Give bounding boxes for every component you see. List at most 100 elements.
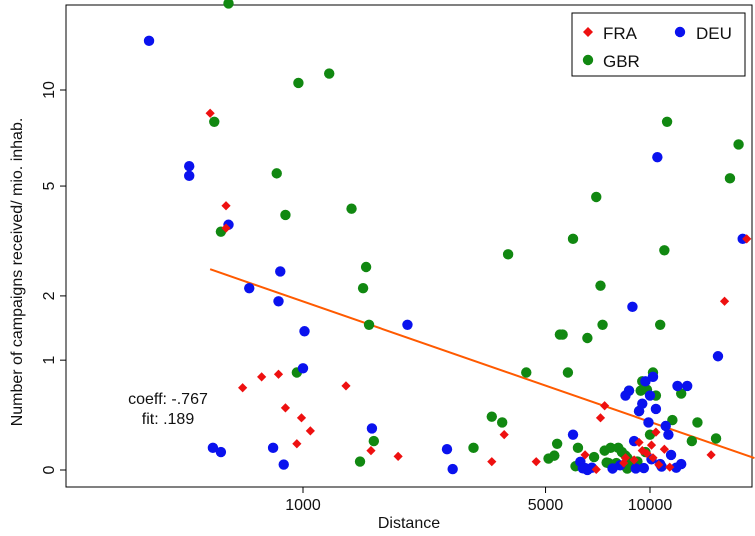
point-deu <box>623 385 635 396</box>
legend-label-fra: FRA <box>603 24 638 43</box>
point-deu <box>273 296 284 307</box>
legend-marker-gbr <box>582 54 594 66</box>
point-gbr <box>280 209 291 221</box>
plot-frame <box>65 4 753 488</box>
point-fra <box>659 444 669 454</box>
point-deu <box>275 266 286 277</box>
point-gbr <box>591 191 602 203</box>
point-deu <box>637 398 648 409</box>
legend-box <box>571 12 746 77</box>
point-gbr <box>661 116 673 128</box>
point-gbr <box>521 367 532 378</box>
point-fra <box>646 440 657 450</box>
legend: FRA DEU GBR <box>571 12 746 77</box>
point-fra <box>292 439 302 449</box>
point-gbr <box>223 0 234 9</box>
point-deu <box>652 151 663 163</box>
fit-line <box>209 268 755 460</box>
point-fra <box>629 455 639 465</box>
coeff-annotation: coeff: -.767 <box>128 391 208 408</box>
point-gbr <box>724 173 736 184</box>
point-deu <box>650 403 662 415</box>
x-tick-label: 5000 <box>528 497 564 514</box>
point-gbr <box>733 139 744 150</box>
point-fra <box>273 369 284 379</box>
point-deu <box>663 429 674 440</box>
point-gbr <box>293 77 304 89</box>
point-gbr <box>582 332 593 344</box>
point-deu <box>143 35 155 47</box>
y-tick-label: 1 <box>41 356 58 365</box>
point-deu <box>366 423 378 434</box>
point-deu <box>675 458 687 470</box>
point-fra <box>280 403 291 413</box>
point-gbr <box>368 435 380 447</box>
point-deu <box>672 380 683 392</box>
point-gbr <box>692 417 703 428</box>
point-gbr <box>271 168 282 179</box>
point-fra <box>487 457 497 467</box>
legend-marker-deu <box>674 26 686 38</box>
fit-annotation: fit: .189 <box>142 411 195 428</box>
point-fra <box>706 450 716 460</box>
point-deu <box>184 161 195 172</box>
point-fra <box>221 201 231 211</box>
point-gbr <box>659 245 670 256</box>
point-deu <box>644 390 656 401</box>
point-deu <box>640 376 651 387</box>
x-tick-label: 1000 <box>285 497 321 514</box>
point-gbr <box>597 319 608 330</box>
point-deu <box>244 282 255 294</box>
point-fra <box>305 426 315 436</box>
point-fra <box>531 457 541 467</box>
point-fra <box>600 401 610 411</box>
point-deu <box>441 444 453 455</box>
point-gbr <box>562 367 574 378</box>
point-fra <box>665 462 675 472</box>
point-gbr <box>567 233 579 245</box>
y-tick-label: 10 <box>41 81 58 99</box>
point-fra <box>238 383 248 393</box>
point-gbr <box>654 319 666 330</box>
point-deu <box>297 363 309 374</box>
plot-border <box>65 4 753 488</box>
point-deu <box>215 446 227 458</box>
legend-marker-fra <box>583 27 593 37</box>
point-fra <box>296 413 307 423</box>
point-deu <box>567 429 579 440</box>
point-gbr <box>549 450 560 461</box>
points-layer <box>143 0 752 476</box>
point-fra <box>205 108 215 118</box>
point-fra <box>341 381 351 391</box>
point-fra <box>221 223 231 233</box>
point-deu <box>447 463 458 475</box>
point-fra <box>654 460 664 470</box>
point-fra <box>366 446 376 456</box>
point-deu <box>402 319 413 330</box>
point-deu <box>682 380 693 392</box>
point-gbr <box>595 280 606 291</box>
point-fra <box>648 453 658 463</box>
point-gbr <box>209 116 220 128</box>
point-fra <box>719 296 730 306</box>
point-fra <box>595 413 606 423</box>
point-gbr <box>360 261 372 273</box>
point-gbr <box>686 435 698 447</box>
point-gbr <box>710 433 722 444</box>
point-fra <box>620 453 631 463</box>
point-fra <box>580 450 590 460</box>
point-fra <box>651 427 661 437</box>
legend-label-deu: DEU <box>696 24 732 43</box>
axes-layer: 1000 5000 10000 0 1 2 5 10 <box>41 81 672 514</box>
point-gbr <box>357 282 369 294</box>
point-deu <box>647 371 659 383</box>
point-gbr <box>363 319 375 330</box>
x-tick-label: 10000 <box>628 497 673 514</box>
point-gbr <box>346 203 357 214</box>
point-gbr <box>486 411 497 422</box>
point-fra <box>393 451 403 461</box>
legend-label-gbr: GBR <box>603 52 640 71</box>
point-gbr <box>572 442 584 454</box>
